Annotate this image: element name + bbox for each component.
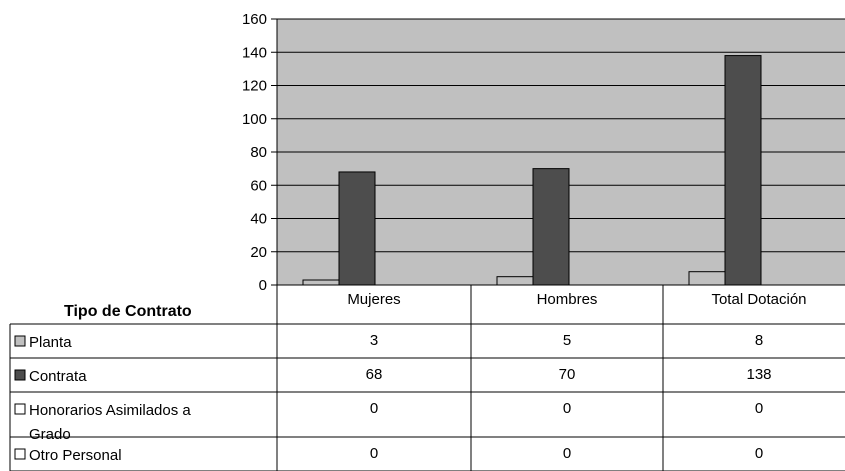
bar [724, 55, 762, 286]
category-label: Hombres [537, 291, 598, 308]
y-tick-label: 20 [250, 244, 267, 261]
legend-swatch [14, 369, 26, 381]
data-value: 68 [366, 366, 383, 383]
y-tick-label: 40 [250, 211, 267, 228]
series-label: Honorarios Asimilados a [29, 402, 191, 419]
data-value: 0 [755, 400, 763, 417]
category-label: Mujeres [347, 291, 400, 308]
data-value: 3 [370, 332, 378, 349]
category-label: Total Dotación [711, 291, 806, 308]
y-tick-label: 0 [259, 277, 267, 294]
data-value: 5 [563, 332, 571, 349]
series-label: Contrata [29, 368, 87, 385]
data-value: 0 [755, 445, 763, 462]
series-label: Grado [29, 426, 71, 443]
table-title: Tipo de Contrato [64, 303, 192, 320]
y-tick-label: 100 [242, 111, 267, 128]
bar [688, 271, 726, 286]
y-tick-label: 140 [242, 44, 267, 61]
bar [532, 168, 570, 286]
data-value: 0 [370, 445, 378, 462]
y-tick-label: 160 [242, 11, 267, 28]
series-label: Otro Personal [29, 447, 122, 464]
data-value: 0 [370, 400, 378, 417]
bar [338, 171, 376, 286]
data-value: 8 [755, 332, 763, 349]
bar [496, 276, 534, 286]
data-value: 70 [559, 366, 576, 383]
data-value: 138 [746, 366, 771, 383]
y-tick-label: 80 [250, 144, 267, 161]
data-value: 0 [563, 445, 571, 462]
series-label: Planta [29, 334, 72, 351]
bar [302, 279, 340, 286]
legend-swatch [14, 448, 26, 460]
legend-swatch [14, 335, 26, 347]
y-tick-label: 120 [242, 78, 267, 95]
data-value: 0 [563, 400, 571, 417]
legend-swatch [14, 403, 26, 415]
y-tick-label: 60 [250, 177, 267, 194]
